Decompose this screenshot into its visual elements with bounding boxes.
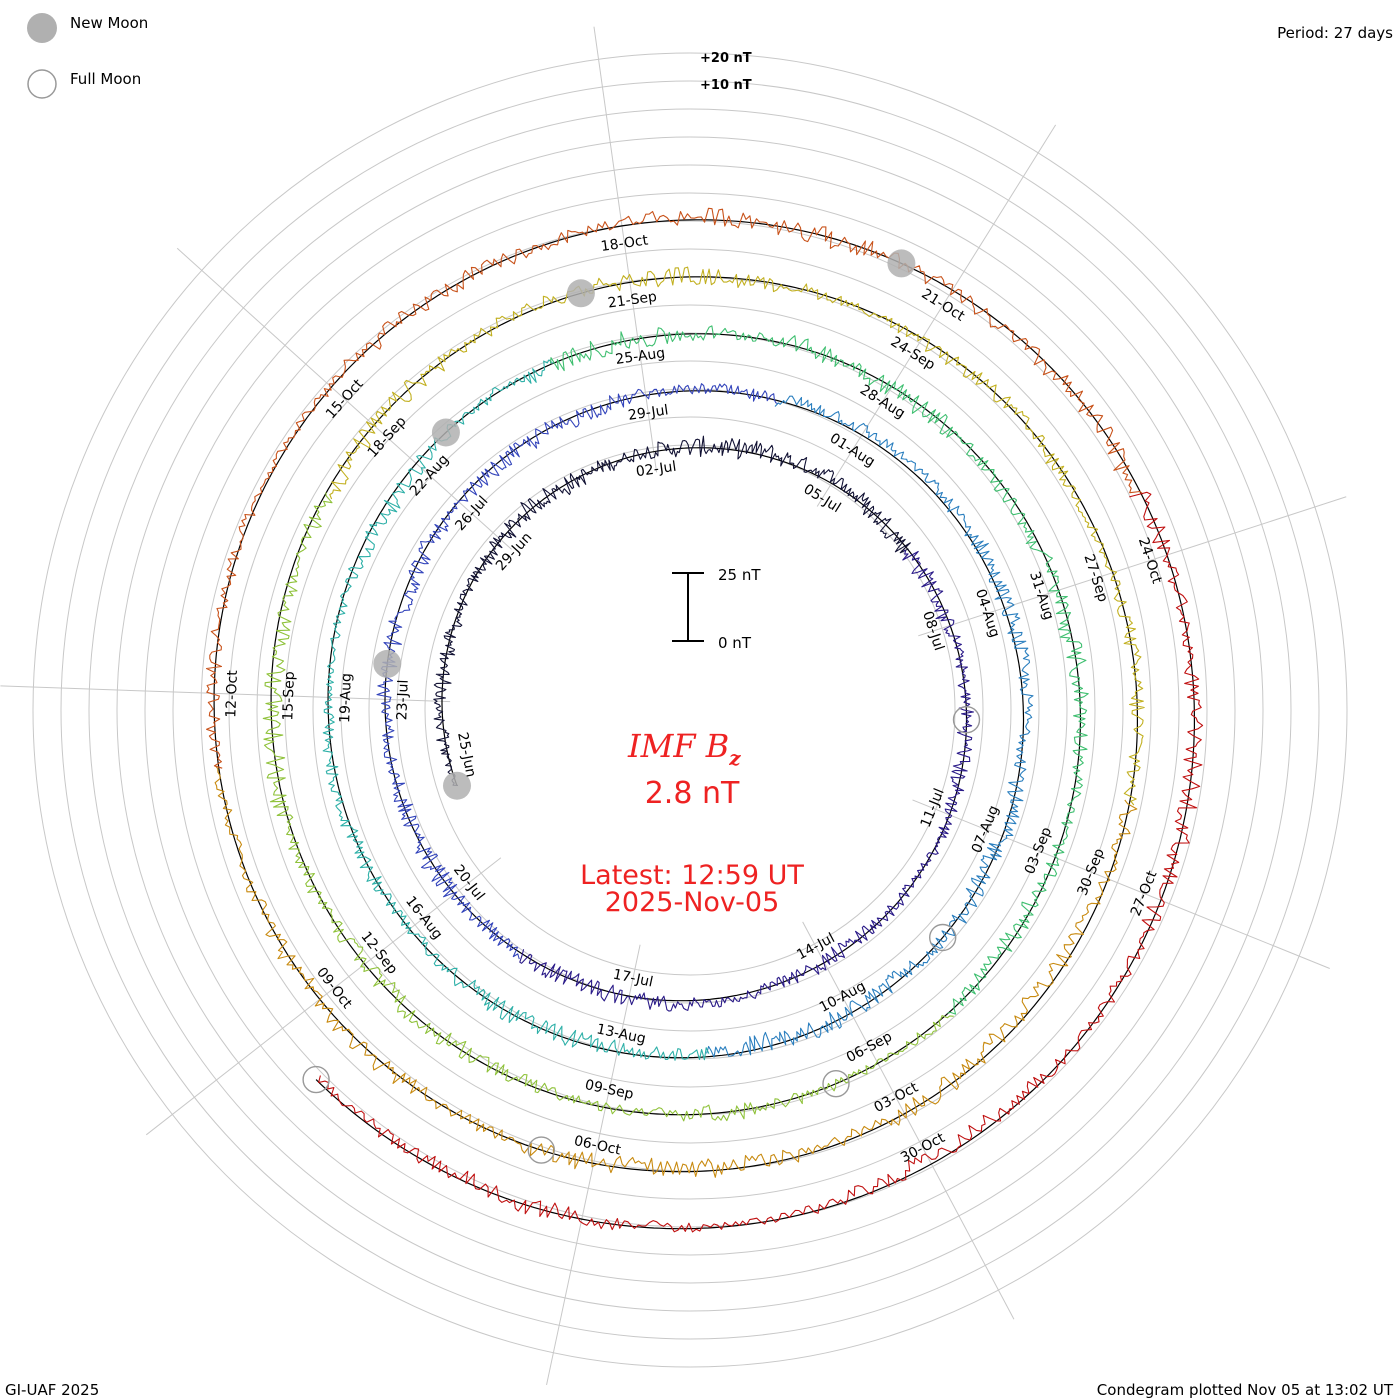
date-label: 18-Oct	[600, 232, 650, 255]
date-label: 10-Aug	[817, 978, 869, 1016]
grid-circle	[32, 52, 1348, 1368]
date-label: 27-Oct	[1128, 868, 1161, 918]
center-title: IMF Bz	[627, 727, 741, 770]
grid-circle	[88, 108, 1292, 1312]
new-moon-marker	[887, 249, 916, 278]
zero-baseline-spiral	[213, 219, 1195, 1230]
new-moon-marker	[431, 418, 460, 447]
date-label: 26-Jul	[452, 493, 491, 534]
date-label: 11-Jul	[918, 786, 948, 830]
footer-plot-time: Condegram plotted Nov 05 at 13:02 UT	[1097, 1381, 1394, 1399]
grid-circle	[200, 220, 1180, 1200]
new-moon-marker	[443, 771, 471, 800]
date-label: 30-Oct	[898, 1130, 948, 1167]
bz-trace-segment	[205, 207, 1144, 769]
grid-circle	[368, 388, 1012, 1032]
bz-trace-segment	[318, 491, 1204, 1233]
date-label: 29-Jul	[627, 402, 669, 423]
grid-circle	[340, 360, 1040, 1060]
date-label: 19-Aug	[337, 673, 355, 723]
full-moon-marker	[952, 706, 981, 734]
scale-bar-bottom-label: 0 nT	[718, 634, 752, 652]
day-spoke	[0, 685, 451, 703]
day-spoke	[802, 921, 1015, 1320]
day-spokes	[0, 26, 1347, 1386]
day-spoke	[145, 857, 502, 1136]
new-moon-legend-label: New Moon	[70, 14, 148, 32]
period-label: Period: 27 days	[1277, 24, 1393, 42]
bz-trace-segment	[214, 765, 1138, 1178]
date-label: 25-Jun	[454, 731, 479, 779]
date-label: 24-Sep	[888, 334, 938, 374]
bz-trace-segment	[433, 435, 911, 786]
date-label: 04-Aug	[972, 587, 1003, 639]
center-value: 2.8 nT	[645, 776, 740, 811]
date-label: 31-Aug	[1026, 570, 1057, 622]
date-label: 02-Jul	[635, 459, 677, 480]
bz-traces	[205, 207, 1204, 1233]
day-spoke	[546, 944, 641, 1386]
ring-label-plus10: +10 nT	[700, 78, 752, 93]
grid-circles	[32, 52, 1348, 1368]
grid-circle	[256, 276, 1124, 1144]
date-label: 15-Oct	[323, 376, 367, 422]
day-spoke	[912, 799, 1330, 969]
full-moon-marker	[302, 1065, 330, 1094]
date-label: 09-Sep	[583, 1077, 635, 1103]
scale-bar: 25 nT 0 nT	[672, 566, 761, 652]
moon-markers	[302, 249, 981, 1164]
date-labels: 25-Jun29-Jun02-Jul05-Jul08-Jul11-Jul14-J…	[223, 232, 1165, 1166]
date-label: 20-Jul	[450, 862, 488, 904]
ring-label-plus20: +20 nT	[700, 51, 752, 66]
grid-circle	[228, 248, 1152, 1172]
full-moon-marker	[527, 1136, 555, 1164]
day-spoke	[176, 247, 512, 550]
date-label: 23-Jul	[394, 679, 411, 720]
full-moon-marker	[929, 923, 957, 952]
bz-trace-segment	[519, 549, 975, 1012]
bz-trace-segment	[329, 266, 1145, 806]
grid-circle	[424, 444, 956, 976]
new-moon-marker	[566, 279, 595, 308]
full-moon-legend-icon	[27, 69, 57, 99]
bz-trace-segment	[706, 395, 1034, 1058]
latest-date: 2025-Nov-05	[605, 887, 780, 918]
new-moon-legend-icon	[27, 13, 57, 43]
date-label: 12-Oct	[223, 669, 241, 718]
grid-circle	[116, 136, 1264, 1284]
date-label: 25-Aug	[614, 345, 666, 368]
day-spoke	[816, 124, 1057, 507]
date-label: 24-Oct	[1135, 536, 1165, 587]
date-label: 21-Sep	[607, 289, 658, 312]
grid-circle	[312, 332, 1068, 1088]
day-spoke	[593, 26, 658, 473]
bz-trace-segment	[549, 325, 1089, 1015]
date-label: 18-Sep	[365, 414, 410, 461]
date-label: 28-Aug	[857, 382, 908, 422]
new-moon-marker	[373, 649, 402, 678]
date-label: 17-Jul	[611, 966, 654, 990]
grid-circle	[60, 80, 1320, 1340]
baseline-spiral	[213, 219, 1195, 1230]
full-moon-marker	[822, 1069, 850, 1098]
center-title-main: IMF B	[627, 727, 729, 765]
center-title-subscript: z	[728, 746, 741, 770]
bz-trace-segment	[322, 359, 710, 1061]
date-label: 03-Oct	[871, 1079, 921, 1116]
latest-time: Latest: 12:59 UT	[580, 860, 804, 891]
scale-bar-top-label: 25 nT	[718, 566, 761, 584]
bz-trace-segment	[376, 383, 779, 960]
grid-circle	[144, 164, 1236, 1256]
full-moon-legend-label: Full Moon	[70, 70, 141, 88]
date-label: 15-Sep	[280, 671, 298, 721]
day-spoke	[918, 496, 1347, 637]
date-label: 13-Aug	[595, 1021, 647, 1047]
bz-trace-segment	[262, 492, 954, 1122]
footer-credit: GI-UAF 2025	[5, 1381, 99, 1399]
